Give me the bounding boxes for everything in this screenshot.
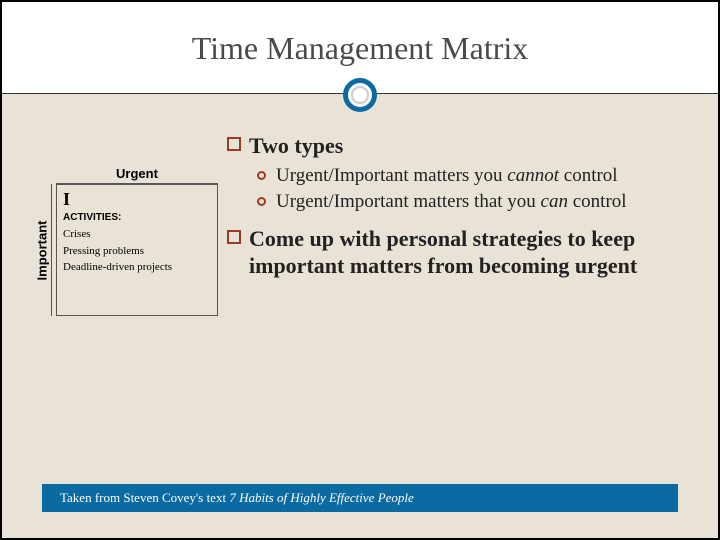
activities-heading: ACTIVITIES: — [63, 212, 211, 223]
sub-bullet-list: Urgent/Important matters you cannot cont… — [257, 164, 698, 215]
sub-bullet-item: Urgent/Important matters you cannot cont… — [257, 164, 698, 189]
slide-inner: Time Management Matrix Urgent Important … — [2, 2, 718, 538]
content-area: Two types Urgent/Important matters you c… — [227, 132, 698, 284]
activity-item: Pressing problems — [63, 243, 211, 260]
footer-text: Taken from Steven Covey's text 7 Habits … — [60, 490, 414, 506]
square-bullet-icon — [227, 137, 241, 151]
matrix-cell: I ACTIVITIES: Crises Pressing problems D… — [56, 184, 218, 316]
circle-bullet-icon — [257, 171, 266, 180]
sub-bullet-text: Urgent/Important matters you cannot cont… — [276, 164, 618, 189]
bullet-text: Come up with personal strategies to keep… — [249, 225, 698, 280]
slide-title: Time Management Matrix — [2, 2, 718, 67]
square-bullet-icon — [227, 230, 241, 244]
circle-bullet-icon — [257, 197, 266, 206]
activity-item: Deadline-driven projects — [63, 259, 211, 276]
sub-bullet-item: Urgent/Important matters that you can co… — [257, 190, 698, 215]
activity-item: Crises — [63, 226, 211, 243]
sub-bullet-text: Urgent/Important matters that you can co… — [276, 190, 627, 215]
quadrant-number: I — [63, 189, 211, 210]
footer-bar: Taken from Steven Covey's text 7 Habits … — [42, 484, 678, 512]
matrix-row-header: Important — [32, 184, 52, 316]
bullet-item: Two types — [227, 132, 698, 160]
bullet-item: Come up with personal strategies to keep… — [227, 225, 698, 280]
matrix-col-header: Urgent — [56, 164, 218, 184]
bullet-text: Two types — [249, 132, 343, 160]
circle-ornament-icon — [343, 78, 377, 112]
slide: Time Management Matrix Urgent Important … — [0, 0, 720, 540]
